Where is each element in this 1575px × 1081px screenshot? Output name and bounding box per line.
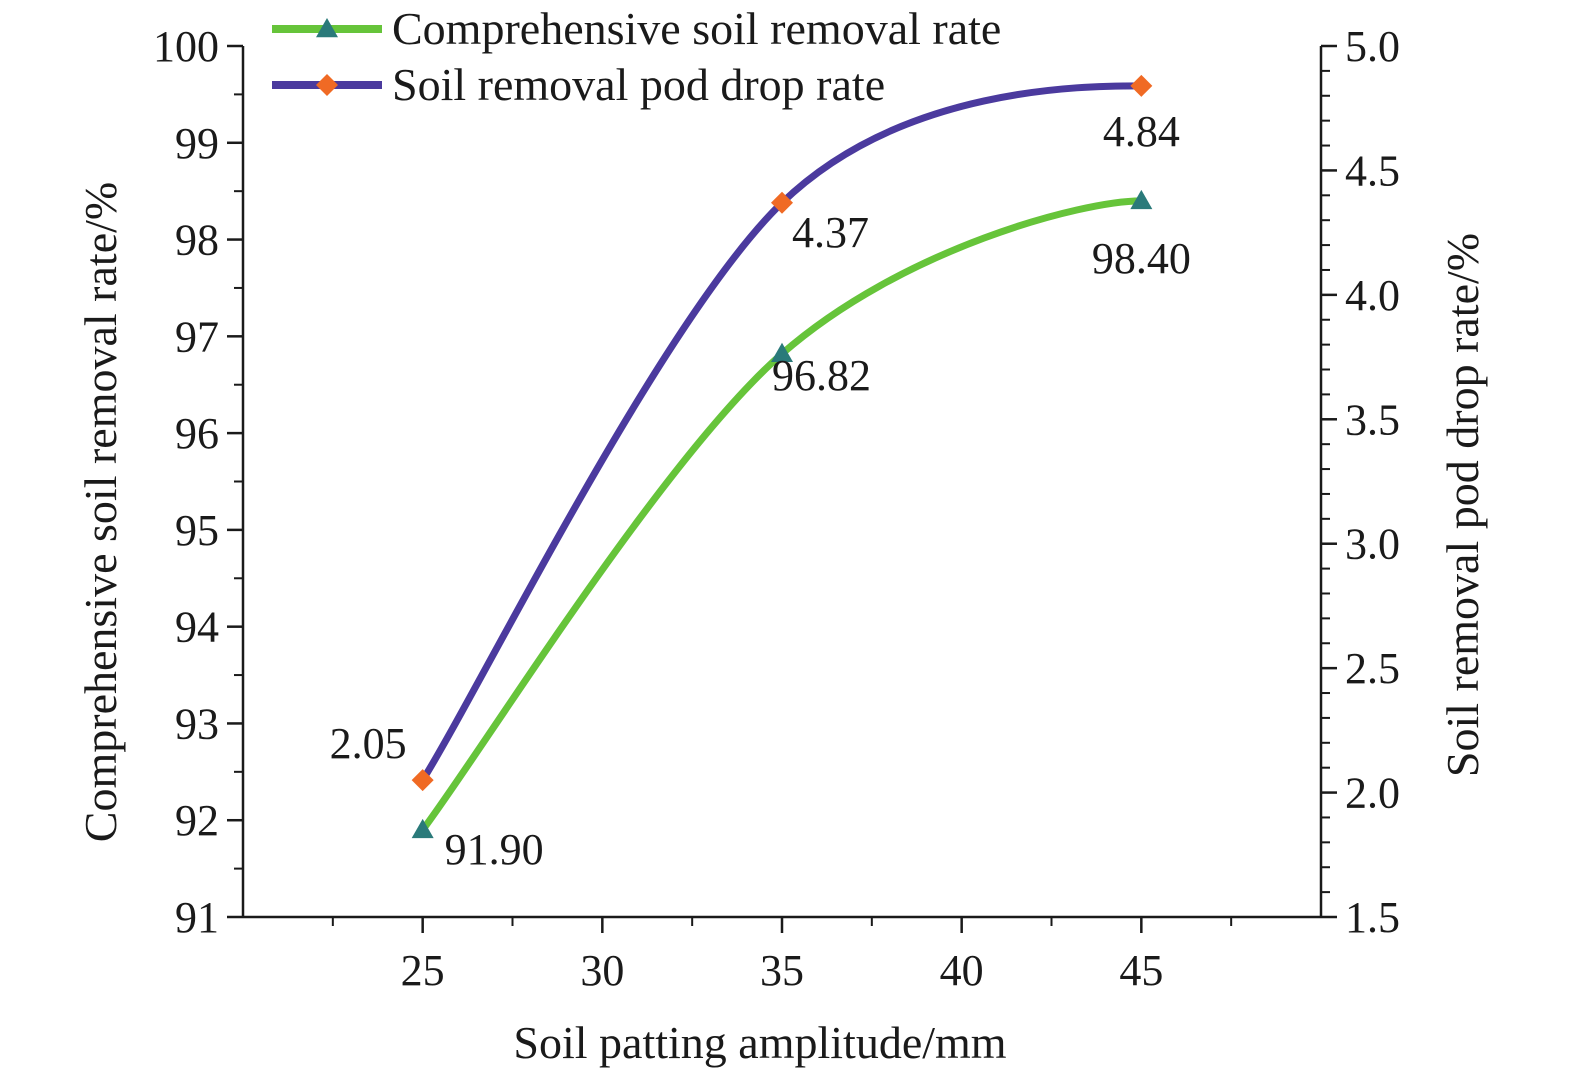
left-y-tick-label: 97	[175, 312, 219, 361]
left-y-tick-label: 100	[153, 22, 219, 71]
x-tick-label: 45	[1119, 946, 1163, 995]
legend-label-comprehensive: Comprehensive soil removal rate	[392, 3, 1001, 54]
left-y-tick-label: 98	[175, 216, 219, 265]
left-y-tick-label: 95	[175, 506, 219, 555]
right-y-tick-label: 3.0	[1345, 520, 1400, 569]
tick-labels: 25 30 35 40 45 91 92 93 94 95 96 97 98 99 100 1.5 2.0 2.5…	[153, 22, 1400, 995]
legend: Comprehensive soil removal rate Soil rem…	[272, 3, 1001, 110]
series-0-marker	[771, 342, 793, 363]
right-y-tick-label: 2.5	[1345, 644, 1400, 693]
legend-marker-pod-drop	[316, 74, 338, 96]
x-axis-title: Soil patting amplitude/mm	[513, 1017, 1006, 1068]
series-markers	[411, 74, 1153, 839]
left-y-tick-label: 93	[175, 699, 219, 748]
right-y-tick-label: 4.5	[1345, 146, 1400, 195]
series-1-marker	[1130, 74, 1153, 97]
right-y-tick-label: 1.5	[1345, 893, 1400, 942]
x-tick-label: 35	[760, 946, 804, 995]
x-tick-label: 25	[401, 946, 445, 995]
series-0-marker	[411, 818, 434, 839]
left-y-tick-label: 96	[175, 409, 219, 458]
right-y-axis-title: Soil removal pod drop rate/%	[1437, 233, 1488, 777]
left-y-tick-label: 99	[175, 119, 219, 168]
right-y-tick-label: 3.5	[1345, 395, 1400, 444]
legend-label-pod-drop: Soil removal pod drop rate	[392, 59, 885, 110]
series-1-marker	[411, 769, 434, 792]
x-tick-label: 40	[940, 946, 984, 995]
series-lines	[419, 82, 1145, 834]
series-1-data-label: 2.05	[330, 719, 407, 768]
series-0-marker	[1130, 189, 1153, 210]
x-tick-label: 30	[580, 946, 624, 995]
axis-ticks	[227, 44, 1337, 933]
left-y-axis-title: Comprehensive soil removal rate/%	[75, 182, 126, 842]
series-0-data-label: 96.82	[772, 351, 871, 400]
data-labels: 91.90 96.82 98.40 2.05 4.37 4.84	[330, 107, 1191, 874]
right-y-tick-label: 4.0	[1345, 271, 1400, 320]
legend-marker-comprehensive	[316, 18, 338, 38]
series-1-marker	[771, 191, 793, 214]
left-y-tick-label: 91	[175, 893, 219, 942]
series-1-data-label: 4.84	[1103, 107, 1180, 156]
series-1-data-label: 4.37	[792, 208, 869, 257]
left-y-tick-label: 92	[175, 796, 219, 845]
right-y-tick-label: 2.0	[1345, 769, 1400, 818]
plot-frame	[241, 46, 1323, 919]
series-line-1	[419, 82, 1145, 784]
series-0-data-label: 98.40	[1092, 234, 1191, 283]
series-0-data-label: 91.90	[445, 825, 544, 874]
left-y-tick-label: 94	[175, 603, 219, 652]
right-y-tick-label: 5.0	[1345, 22, 1400, 71]
series-line-0	[419, 197, 1145, 834]
